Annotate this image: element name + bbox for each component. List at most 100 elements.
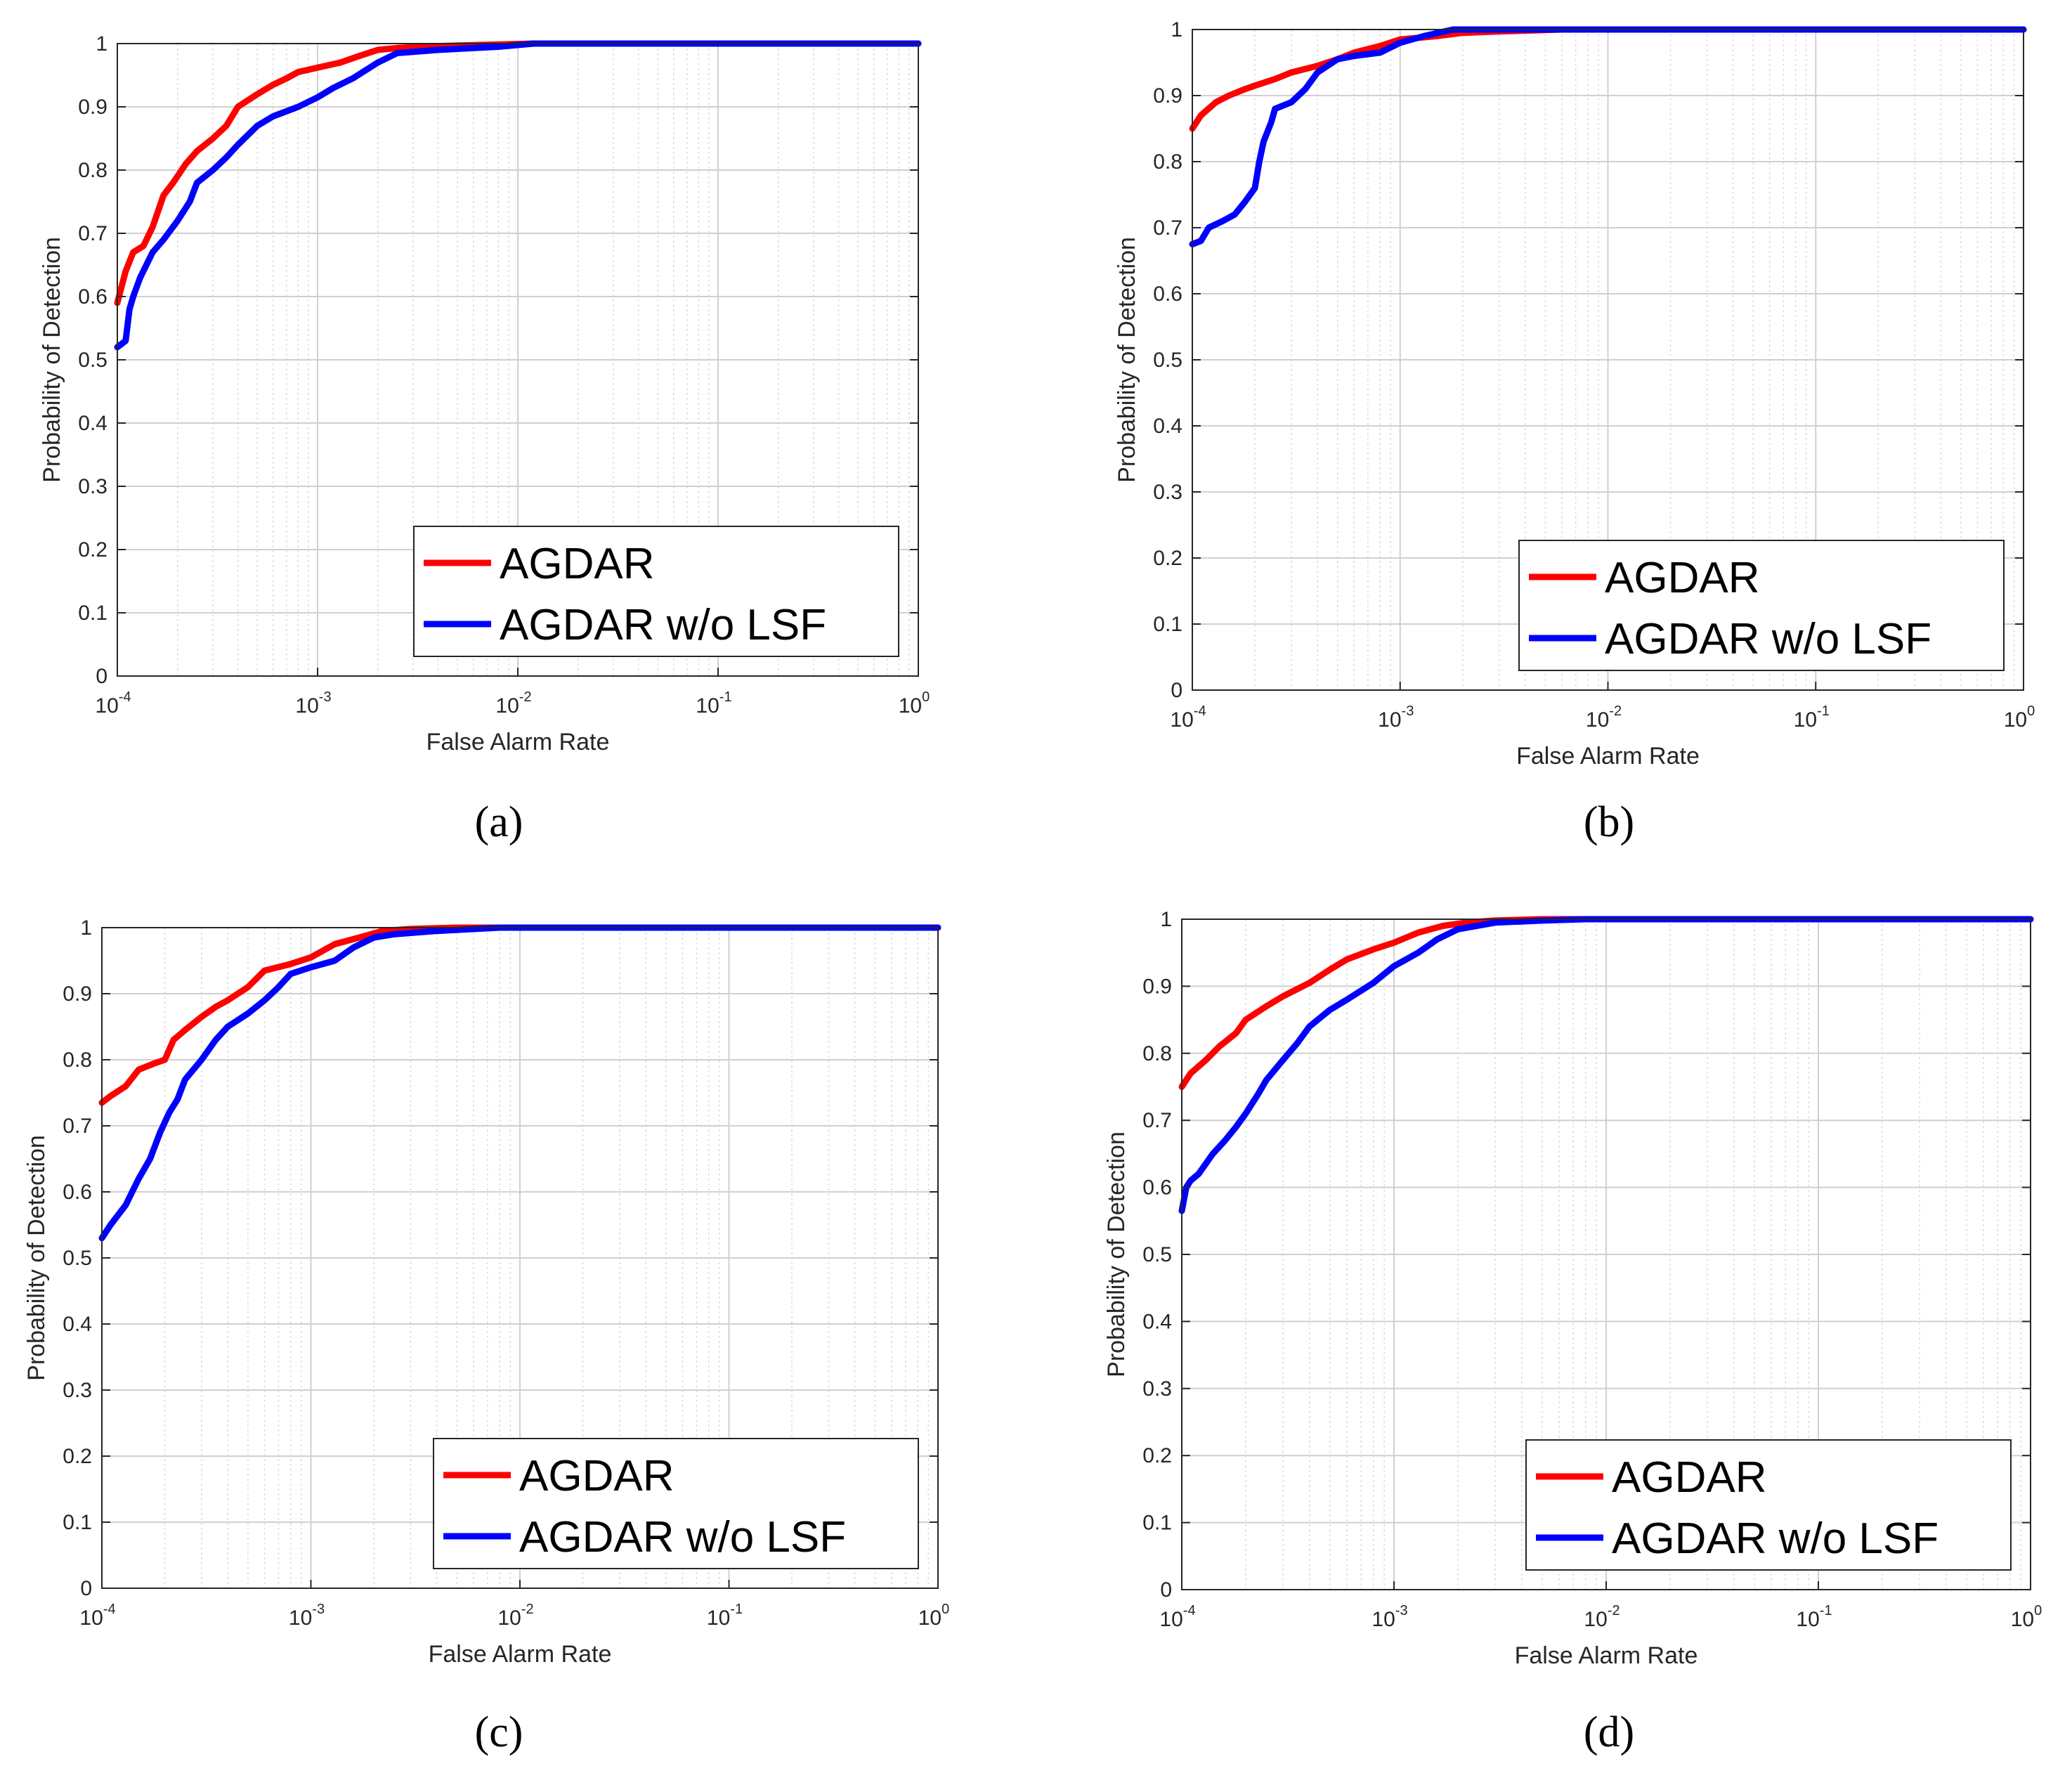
series-line-agdar-wo-lsf [114,40,922,351]
y-tick-label: 0.5 [1142,1243,1172,1266]
y-tick-label: 0.9 [63,982,92,1006]
series-line-agdar-wo-lsf [98,924,941,1242]
y-tick-label: 0.6 [1153,283,1182,306]
legend: AGDAR AGDAR w/o LSF [433,1438,919,1569]
y-tick-label: 0.3 [63,1379,92,1402]
x-tick-exponent: 0 [2034,1603,2042,1618]
x-tick-label: 10-3 [289,1602,325,1630]
x-tick-exponent: -1 [1820,1603,1832,1618]
y-axis-label: Probability of Detection [1114,237,1140,483]
series-line-agdar [98,924,941,1106]
x-tick-base: 10 [707,1606,730,1630]
x-tick-exponent: -3 [312,1602,325,1617]
legend-label-agdar-wo-lsf: AGDAR w/o LSF [500,601,826,649]
y-tick-label: 0.7 [1153,216,1182,240]
y-tick-label: 0.2 [1142,1444,1172,1467]
x-tick-base: 10 [1170,708,1193,732]
x-tick-exponent: -1 [1817,703,1830,719]
x-tick-label: 10-1 [696,689,731,718]
y-tick-label: 0.5 [63,1247,92,1270]
legend: AGDAR AGDAR w/o LSF [1525,1439,2012,1571]
x-tick-base: 10 [1371,1608,1395,1631]
legend-label-agdar: AGDAR [519,1452,674,1500]
y-tick-label: 0.9 [78,96,107,119]
x-tick-label: 10-2 [497,1602,533,1630]
x-tick-label: 100 [918,1602,950,1630]
x-tick-label: 100 [2004,703,2035,732]
y-tick-label: 0 [80,1577,92,1600]
x-tick-label: 10-2 [495,689,531,718]
y-tick-label: 0.4 [1153,415,1182,438]
legend-box [1518,540,2005,671]
panel-caption: (d) [1584,1708,1634,1756]
x-tick-base: 10 [95,694,118,718]
y-tick-label: 0 [1171,679,1182,702]
x-tick-exponent: -2 [521,1602,534,1617]
x-tick-base: 10 [899,694,922,718]
x-tick-exponent: -4 [119,689,131,705]
x-tick-base: 10 [1794,708,1817,732]
x-tick-base: 10 [497,1606,521,1630]
x-tick-label: 10-3 [1378,703,1414,732]
y-axis-label: Probability of Detection [39,237,65,483]
y-tick-label: 0.7 [1142,1109,1172,1132]
x-tick-exponent: -1 [719,689,732,705]
x-tick-exponent: -3 [1395,1603,1408,1618]
x-tick-exponent: -4 [1194,703,1206,719]
y-tick-label: 0.1 [1153,613,1182,636]
panel-caption: (a) [475,798,523,846]
y-tick-label: 0.9 [1153,84,1182,108]
legend-label-agdar-wo-lsf: AGDAR w/o LSF [1612,1514,1939,1563]
x-tick-label: 10-2 [1584,1603,1620,1631]
y-tick-label: 0.6 [78,285,107,309]
x-axis-label: False Alarm Rate [426,729,610,755]
x-tick-base: 10 [1584,1608,1607,1631]
y-tick-label: 1 [80,916,92,940]
y-tick-label: 1 [1171,18,1182,41]
y-tick-label: 1 [1160,908,1172,931]
legend-box [433,1438,919,1569]
x-tick-label: 10-3 [1371,1603,1407,1631]
x-tick-label: 10-4 [1159,1603,1195,1631]
y-tick-label: 0.4 [1142,1310,1172,1333]
x-tick-exponent: -1 [730,1602,743,1617]
x-tick-base: 10 [1586,708,1609,732]
y-tick-label: 0.4 [63,1313,92,1336]
x-tick-base: 10 [1378,708,1401,732]
x-tick-exponent: -3 [319,689,332,705]
x-tick-label: 10-1 [1794,703,1830,732]
y-tick-label: 0.9 [1142,975,1172,998]
x-tick-base: 10 [696,694,719,718]
y-tick-label: 0.8 [1153,150,1182,174]
x-tick-label: 10-3 [295,689,331,718]
y-tick-label: 0.3 [1153,481,1182,504]
legend-label-agdar: AGDAR [1605,554,1759,602]
y-tick-label: 0.1 [1142,1512,1172,1535]
x-tick-label: 10-4 [1170,703,1206,732]
y-tick-label: 0.2 [63,1445,92,1468]
legend: AGDAR AGDAR w/o LSF [1518,540,2005,671]
y-tick-label: 0.6 [63,1181,92,1204]
x-tick-exponent: -2 [519,689,532,705]
x-tick-exponent: -4 [103,1602,116,1617]
legend: AGDAR AGDAR w/o LSF [413,526,899,657]
y-tick-label: 0.5 [1153,349,1182,372]
series-line-agdar-wo-lsf [1178,916,2034,1214]
x-axis-label: False Alarm Rate [1516,743,1700,770]
y-tick-label: 0.6 [1142,1176,1172,1200]
y-axis-label: Probability of Detection [1103,1131,1130,1377]
x-axis-label: False Alarm Rate [1515,1642,1698,1669]
y-tick-label: 0.3 [78,475,107,498]
x-tick-label: 10-4 [95,689,131,718]
x-tick-label: 10-1 [707,1602,743,1630]
y-tick-label: 0.7 [78,222,107,245]
panel-caption: (c) [475,1708,523,1756]
x-tick-label: 10-4 [79,1602,115,1630]
panel-caption: (b) [1584,798,1634,846]
y-tick-label: 0.1 [63,1511,92,1534]
x-tick-exponent: -4 [1183,1603,1196,1618]
